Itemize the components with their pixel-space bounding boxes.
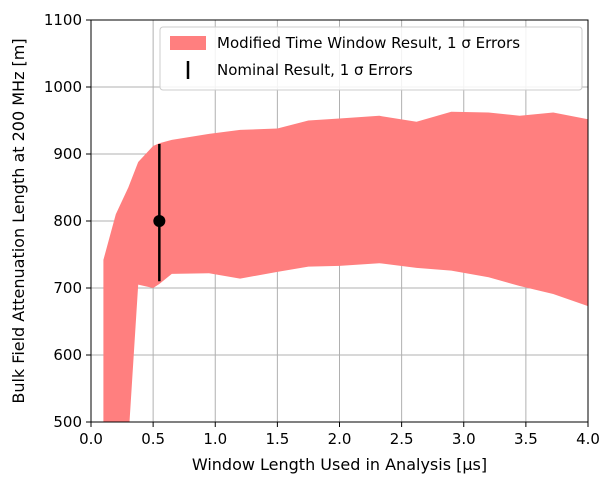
- x-tick-label: 0.5: [141, 430, 165, 448]
- x-tick-label: 2.0: [328, 430, 352, 448]
- error-band: [103, 111, 588, 422]
- x-tick-label: 3.5: [514, 430, 538, 448]
- legend-band-swatch: [170, 36, 206, 50]
- y-tick-label: 600: [53, 346, 82, 364]
- legend-box: [159, 26, 583, 91]
- x-tick-label: 1.0: [203, 430, 227, 448]
- nominal-point: [153, 143, 166, 282]
- y-tick-label: 1100: [44, 11, 82, 29]
- x-tick-label: 4.0: [576, 430, 600, 448]
- x-axis: 0.0 0.5 1.0 1.5 2.0 2.5 3.0 3.5 4.0: [79, 422, 600, 448]
- y-tick-label: 800: [53, 212, 82, 230]
- x-tick-label: 2.5: [390, 430, 414, 448]
- y-axis: 500 600 700 800 900 1000 1100: [44, 11, 91, 431]
- x-axis-label: Window Length Used in Analysis [μs]: [192, 455, 487, 474]
- y-tick-label: 700: [53, 279, 82, 297]
- legend-nominal-label: Nominal Result, 1 σ Errors: [217, 61, 413, 79]
- y-tick-label: 500: [53, 413, 82, 431]
- legend-band-label: Modified Time Window Result, 1 σ Errors: [217, 34, 520, 52]
- y-tick-label: 900: [53, 145, 82, 163]
- x-tick-label: 1.5: [265, 430, 289, 448]
- legend: Modified Time Window Result, 1 σ Errors …: [159, 26, 583, 91]
- nominal-marker: [153, 215, 166, 227]
- x-tick-label: 3.0: [452, 430, 476, 448]
- y-tick-label: 1000: [44, 78, 82, 96]
- x-tick-label: 0.0: [79, 430, 103, 448]
- y-axis-label: Bulk Field Attenuation Length at 200 MHz…: [9, 38, 28, 403]
